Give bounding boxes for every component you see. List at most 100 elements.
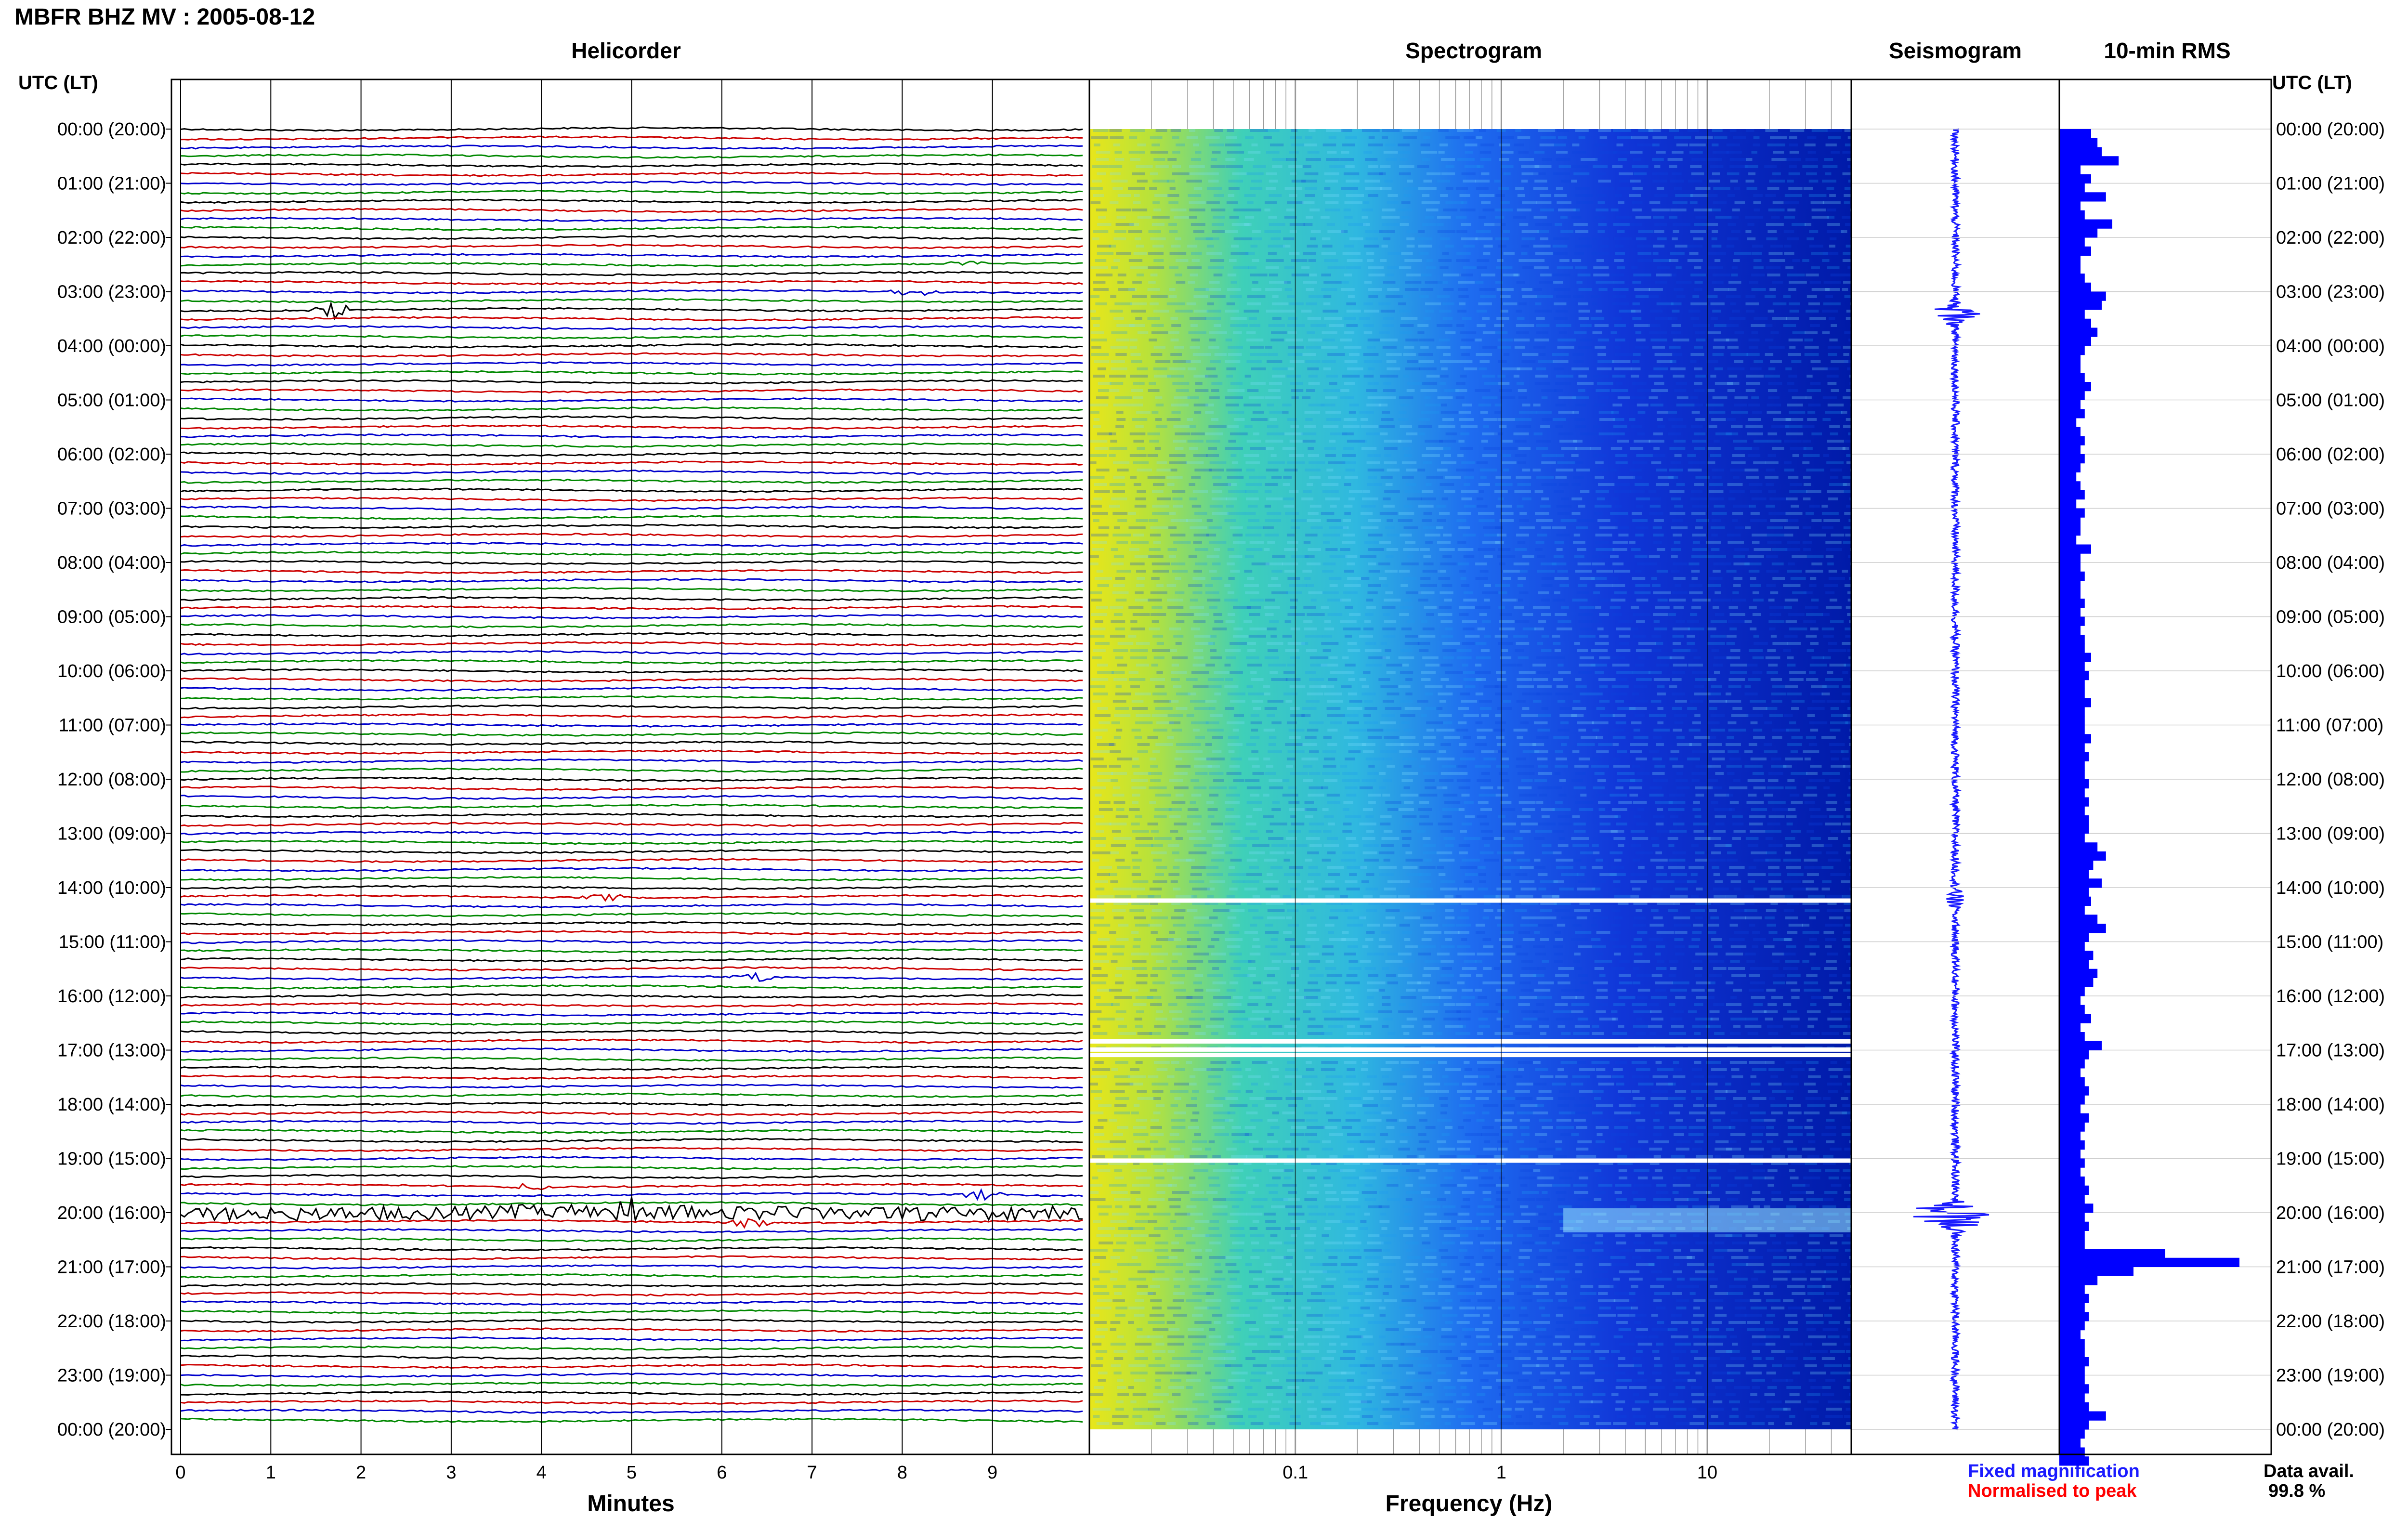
spectrogram-speckle: [1347, 562, 1355, 565]
spectrogram-speckle: [1304, 172, 1318, 175]
spectrogram-speckle: [1442, 815, 1452, 818]
spectrogram-speckle: [1657, 931, 1674, 934]
spectrogram-speckle: [1092, 512, 1108, 515]
spectrogram-speckle: [1787, 743, 1802, 746]
spectrogram-speckle: [1654, 194, 1668, 197]
spectrogram-speckle: [1771, 888, 1783, 890]
spectrogram-speckle: [1484, 859, 1499, 862]
spectrogram-speckle: [1768, 873, 1781, 876]
spectrogram-speckle: [1708, 678, 1716, 681]
spectrogram-speckle: [1379, 331, 1390, 334]
spectrogram-speckle: [1151, 851, 1167, 854]
spectrogram-speckle: [1462, 620, 1477, 623]
spectrogram-speckle: [1676, 382, 1687, 385]
spectrogram-speckle: [1207, 895, 1214, 898]
spectrogram-speckle: [1426, 721, 1443, 724]
spectrogram-speckle: [1324, 815, 1334, 818]
spectrogram-speckle: [1306, 584, 1314, 587]
spectrogram-speckle: [1231, 245, 1239, 248]
spectrogram-speckle: [1446, 685, 1463, 688]
spectrogram-speckle: [1803, 454, 1820, 457]
spectrogram-speckle: [1830, 620, 1844, 623]
spectrogram-speckle: [1091, 837, 1106, 840]
spectrogram-speckle: [1464, 555, 1474, 558]
spectrogram-speckle: [1712, 144, 1718, 146]
spectrogram-speckle: [1577, 591, 1589, 594]
spectrogram-speckle: [1245, 837, 1259, 840]
spectrogram-speckle: [1212, 967, 1219, 970]
spectrogram-speckle: [1519, 671, 1536, 674]
spectrogram-speckle: [1766, 851, 1777, 854]
spectrogram-speckle: [1132, 967, 1147, 970]
spectrogram-speckle: [1464, 837, 1480, 840]
spectrogram-speckle: [1322, 245, 1332, 248]
spectrogram-speckle: [1516, 331, 1529, 334]
spectrogram-speckle: [1694, 685, 1704, 688]
spectrogram-speckle: [1437, 295, 1450, 298]
spectrogram-speckle: [1383, 346, 1397, 349]
spectrogram-speckle: [1265, 534, 1279, 536]
spectrogram-speckle: [1208, 266, 1224, 269]
spectrogram-speckle: [1348, 967, 1361, 970]
spectrogram-speckle: [1479, 483, 1490, 486]
spectrogram-speckle: [1476, 678, 1486, 681]
spectrogram-speckle: [1193, 353, 1211, 356]
spectrogram-speckle: [1732, 599, 1746, 602]
spectrogram-speckle: [1438, 230, 1455, 233]
spectrogram-speckle: [1283, 505, 1294, 508]
spectrogram-speckle: [1637, 808, 1644, 811]
spectrogram-speckle: [1592, 555, 1610, 558]
spectrogram-speckle: [1327, 151, 1337, 154]
spectrogram-speckle: [1424, 562, 1434, 565]
spectrogram-speckle: [1843, 172, 1857, 175]
spectrogram-speckle: [1151, 613, 1166, 616]
spectrogram-speckle: [1615, 245, 1624, 248]
spectrogram-speckle: [1323, 736, 1332, 739]
spectrogram-speckle: [1707, 389, 1714, 392]
spectrogram-speckle: [1753, 194, 1763, 197]
spectrogram-speckle: [1494, 180, 1500, 183]
spectrogram-speckle: [1750, 367, 1762, 370]
spectrogram-speckle: [1810, 360, 1820, 363]
spectrogram-speckle: [1310, 656, 1328, 659]
spectrogram-speckle: [1244, 194, 1256, 197]
spectrogram-speckle: [1246, 823, 1256, 825]
spectrogram-speckle: [1458, 707, 1469, 710]
spectrogram-speckle: [1572, 707, 1586, 710]
spectrogram-speckle: [1479, 216, 1486, 219]
spectrogram-speckle: [1727, 736, 1734, 739]
spectrogram-speckle: [1173, 924, 1186, 927]
spectrogram-speckle: [1439, 859, 1455, 862]
spectrogram-speckle: [1575, 194, 1593, 197]
spectrogram-speckle: [1772, 562, 1784, 565]
spectrogram-speckle: [1443, 837, 1455, 840]
spectrogram-speckle: [1715, 772, 1724, 775]
spectrogram-speckle: [1225, 230, 1238, 233]
spectrogram-speckle: [1767, 649, 1776, 652]
spectrogram-speckle: [1268, 216, 1277, 219]
spectrogram-speckle: [1766, 656, 1780, 659]
spectrogram-speckle: [1153, 259, 1164, 262]
spectrogram-speckle: [1556, 187, 1563, 190]
spectrogram-speckle: [1476, 187, 1489, 190]
spectrogram-speckle: [1154, 656, 1165, 659]
spectrogram-speckle: [1843, 714, 1854, 717]
spectrogram-speckle: [1826, 960, 1837, 963]
spectrogram-speckle: [1287, 981, 1296, 984]
spectrogram-speckle: [1730, 353, 1748, 356]
spectrogram-speckle: [1345, 758, 1355, 760]
spectrogram-speckle: [1157, 461, 1167, 464]
spectrogram-speckle: [1426, 483, 1431, 486]
spectrogram-speckle: [1211, 938, 1219, 941]
spectrogram-speckle: [1805, 144, 1816, 146]
spectrogram-speckle: [1362, 779, 1376, 782]
spectrogram-speckle: [1115, 353, 1126, 356]
spectrogram-speckle: [1426, 729, 1434, 732]
spectrogram-speckle: [1130, 649, 1148, 652]
spectrogram-speckle: [1788, 562, 1795, 565]
spectrogram-speckle: [1095, 447, 1109, 450]
spectrogram-speckle: [1616, 678, 1628, 681]
spectrogram-speckle: [1747, 432, 1763, 435]
spectrogram-speckle: [1156, 129, 1167, 132]
